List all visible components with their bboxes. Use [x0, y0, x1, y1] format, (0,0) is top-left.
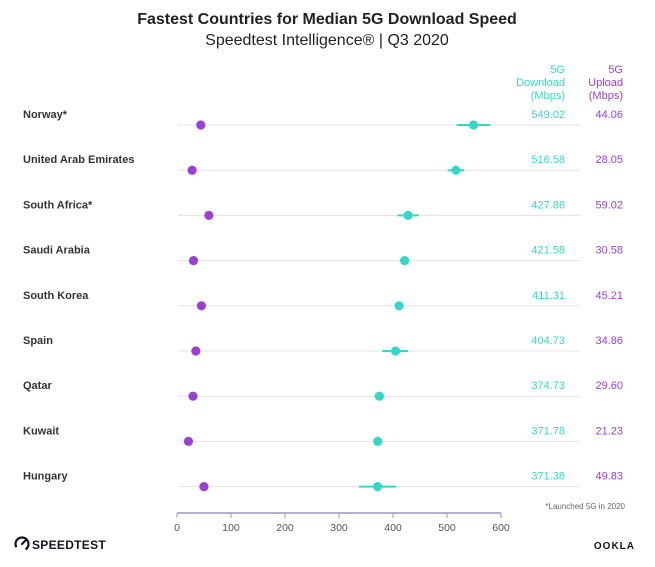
- download-value-label: 371.38: [531, 471, 565, 483]
- speedtest-logo-icon: [14, 536, 30, 552]
- upload-column-header: Upload: [588, 77, 623, 89]
- country-label: Hungary: [23, 471, 69, 483]
- country-label: Spain: [23, 335, 53, 347]
- download-value-label: 374.73: [531, 380, 565, 392]
- download-column-header: (Mbps): [531, 90, 565, 102]
- upload-value-label: 28.05: [595, 154, 623, 166]
- upload-point: [183, 436, 194, 446]
- download-value-label: 371.78: [531, 425, 565, 437]
- download-point: [374, 391, 384, 401]
- x-tick-label: 600: [492, 522, 510, 534]
- upload-point: [196, 301, 207, 311]
- upload-point: [199, 482, 209, 492]
- download-point: [373, 436, 383, 446]
- upload-point: [191, 346, 201, 356]
- x-axis: 0 100 200 300 400 500 600: [174, 512, 510, 534]
- ookla-brand: OOKLA: [594, 541, 635, 552]
- upload-value-label: 30.58: [595, 245, 623, 257]
- download-point: [403, 210, 413, 220]
- download-point: [372, 482, 383, 492]
- download-point: [468, 120, 479, 130]
- download-value-label: 427.86: [531, 199, 565, 211]
- x-tick-label: 400: [384, 522, 402, 534]
- download-value-label: 421.58: [531, 245, 565, 257]
- ookla-logo-icon: OOKLA: [594, 541, 635, 552]
- chart-row: Hungary 371.38 49.83: [23, 471, 623, 492]
- download-column-header: 5G: [550, 64, 565, 76]
- chart-row: Kuwait 371.78 21.23: [23, 425, 623, 446]
- upload-value-label: 49.83: [595, 471, 623, 483]
- x-tick-label: 0: [174, 522, 180, 534]
- country-label: Norway*: [23, 109, 68, 121]
- chart-row: South Korea 411.31 45.21: [23, 290, 623, 311]
- x-tick-label: 200: [276, 522, 294, 534]
- chart-row: South Africa* 427.86 59.02: [23, 199, 623, 220]
- chart-title: Fastest Countries for Median 5G Download…: [137, 11, 517, 28]
- upload-point: [188, 391, 198, 401]
- country-label: South Africa*: [23, 199, 93, 211]
- upload-column-header: 5G: [608, 64, 623, 76]
- country-label: Qatar: [23, 380, 52, 392]
- download-point: [390, 346, 401, 356]
- upload-point: [196, 120, 206, 130]
- chart-subtitle: Speedtest Intelligence® | Q3 2020: [205, 32, 449, 49]
- download-point: [394, 301, 404, 311]
- download-value-label: 516.58: [531, 154, 565, 166]
- chart-rows: Norway* 549.02 44.06 United Arab Emirates 51…: [23, 109, 623, 492]
- chart-row: United Arab Emirates 516.58 28.05: [23, 154, 623, 175]
- upload-value-label: 45.21: [595, 290, 623, 302]
- x-tick-label: 300: [330, 522, 348, 534]
- upload-value-label: 59.02: [595, 199, 623, 211]
- country-label: Saudi Arabia: [23, 245, 91, 257]
- speedtest-brand: SPEEDTEST: [32, 538, 106, 552]
- upload-value-label: 34.86: [595, 335, 623, 347]
- country-label: United Arab Emirates: [23, 154, 134, 166]
- upload-point: [188, 256, 199, 266]
- upload-value-label: 29.60: [595, 380, 623, 392]
- x-tick-label: 100: [222, 522, 240, 534]
- chart-row: Saudi Arabia 421.58 30.58: [23, 245, 623, 266]
- country-label: South Korea: [23, 290, 89, 302]
- upload-point: [187, 165, 197, 175]
- download-value-label: 404.73: [531, 335, 565, 347]
- download-point: [451, 165, 461, 175]
- upload-value-label: 21.23: [595, 425, 623, 437]
- download-column-header: Download: [516, 77, 565, 89]
- footnote: *Launched 5G in 2020: [545, 502, 625, 511]
- chart-row: Qatar 374.73 29.60: [23, 380, 623, 401]
- chart-row: Norway* 549.02 44.06: [23, 109, 623, 130]
- x-tick-label: 500: [438, 522, 456, 534]
- country-label: Kuwait: [23, 425, 59, 437]
- upload-value-label: 44.06: [595, 109, 623, 121]
- download-point: [400, 256, 410, 266]
- upload-point: [204, 210, 214, 220]
- download-value-label: 549.02: [531, 109, 565, 121]
- download-value-label: 411.31: [532, 290, 565, 302]
- chart-row: Spain 404.73 34.86: [23, 335, 623, 356]
- upload-column-header: (Mbps): [589, 90, 623, 102]
